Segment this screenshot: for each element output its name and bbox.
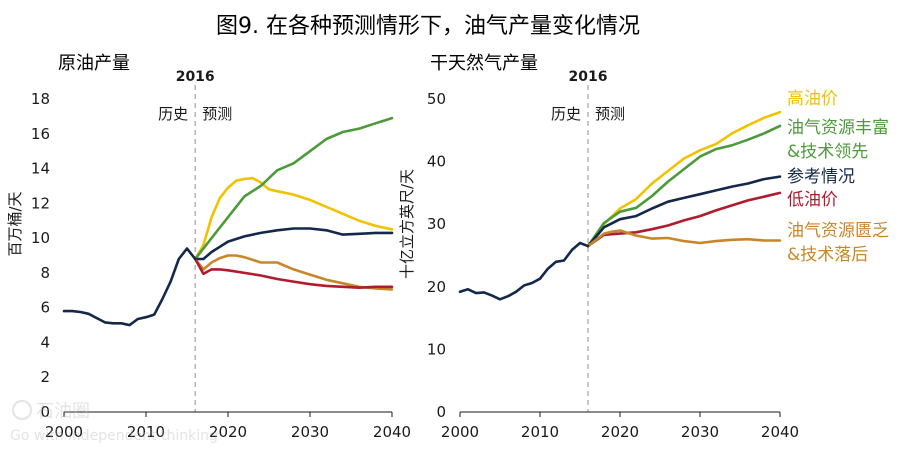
oil-x-tick-label: 2040	[373, 423, 411, 441]
oil-y-tick-label: 12	[31, 194, 50, 212]
oil-y-tick-label: 2	[40, 368, 50, 386]
gas-y-tick-label: 0	[436, 403, 446, 421]
watermark-tagline: Go with independent thinking	[10, 428, 218, 444]
gas-x-tick-labels: 2000 2010 2020 2030 2040	[441, 412, 799, 441]
oil-line-rich-resources	[193, 116, 394, 261]
gas-chart-title: 干天然气产量	[430, 53, 538, 74]
oil-y-tick-label: 18	[31, 90, 50, 108]
gas-y-tick-label: 10	[427, 340, 446, 358]
gas-line-reference	[586, 175, 782, 248]
oil-line-high-oil-price	[193, 176, 394, 261]
gas-x-tick-label: 2020	[601, 423, 639, 441]
oil-production-chart: 0 2 4 6 8 10 12 14 16 18 2000 2010 2020 2030 2040 201…	[31, 69, 411, 441]
scenario-legend: 高油价 油气资源丰富 &技术领先 参考情况 低油价 油气资源匮乏 &技术落后	[787, 89, 889, 265]
oil-line-low-oil-price	[193, 257, 394, 289]
oil-y-tick-label: 10	[31, 229, 50, 247]
legend-high-oil-price: 高油价	[787, 89, 838, 109]
oil-chart-title: 原油产量	[58, 53, 130, 74]
oil-y-tick-label: 14	[31, 160, 50, 178]
oil-y-tick-label: 16	[31, 125, 50, 143]
gas-y-tick-label: 20	[427, 278, 446, 296]
oil-y-tick-label: 6	[40, 299, 50, 317]
legend-low-oil-price: 低油价	[787, 190, 838, 210]
gas-series-lines	[458, 110, 782, 301]
oil-y-tick-label: 4	[40, 333, 50, 351]
figure-title: 图9. 在各种预测情形下，油气产量变化情况	[216, 14, 640, 39]
gas-line-rich-resources	[586, 124, 782, 248]
gas-forecast-label: 预测	[595, 105, 625, 123]
gas-y-tick-label: 30	[427, 215, 446, 233]
legend-rich-resources: 油气资源丰富	[787, 118, 889, 138]
oil-forecast-label: 预测	[202, 105, 232, 123]
gas-x-tick-label: 2010	[521, 423, 559, 441]
gas-y-tick-labels: 0 10 20 30 40 50	[427, 90, 446, 421]
gas-y-axis-label: 十亿立方英尺/天	[398, 169, 416, 279]
watermark: 石油圈 Go with independent thinking	[10, 400, 218, 444]
oil-y-axis-label: 百万桶/天	[6, 191, 24, 256]
legend-poor-resources: 油气资源匮乏	[787, 221, 889, 241]
gas-divider-year-label: 2016	[569, 69, 608, 85]
oil-x-tick-label: 2010	[127, 423, 165, 441]
oil-x-tick-label: 2030	[291, 423, 329, 441]
gas-x-tick-label: 2000	[441, 423, 479, 441]
gas-y-tick-label: 50	[427, 90, 446, 108]
oil-x-tick-label: 2020	[209, 423, 247, 441]
gas-line-low-oil-price	[586, 191, 782, 248]
oil-y-tick-labels: 0 2 4 6 8 10 12 14 16 18	[31, 90, 50, 421]
oil-x-tick-label: 2000	[45, 423, 83, 441]
watermark-brand: 石油圈	[36, 401, 90, 422]
oil-line-poor-resources	[193, 254, 394, 291]
oil-line-history	[62, 247, 197, 327]
oil-line-reference	[193, 227, 394, 261]
legend-reference: 参考情况	[787, 167, 855, 187]
oil-y-tick-label: 8	[40, 264, 50, 282]
oil-y-tick-label: 0	[40, 403, 50, 421]
gas-line-high-oil-price	[586, 110, 782, 248]
legend-rich-resources-line2: &技术领先	[787, 142, 868, 162]
gas-x-tick-label: 2030	[681, 423, 719, 441]
oil-series-lines	[62, 116, 394, 327]
oil-x-tick-labels: 2000 2010 2020 2030 2040	[45, 412, 411, 441]
droplet-logo-icon	[12, 400, 32, 420]
gas-y-tick-label: 40	[427, 153, 446, 171]
gas-line-history	[458, 241, 590, 301]
gas-history-label: 历史	[551, 105, 581, 123]
gas-x-tick-label: 2040	[761, 423, 799, 441]
gas-line-poor-resources	[586, 229, 782, 248]
oil-history-label: 历史	[158, 105, 188, 123]
oil-divider-year-label: 2016	[176, 69, 215, 85]
legend-poor-resources-line2: &技术落后	[787, 245, 868, 265]
